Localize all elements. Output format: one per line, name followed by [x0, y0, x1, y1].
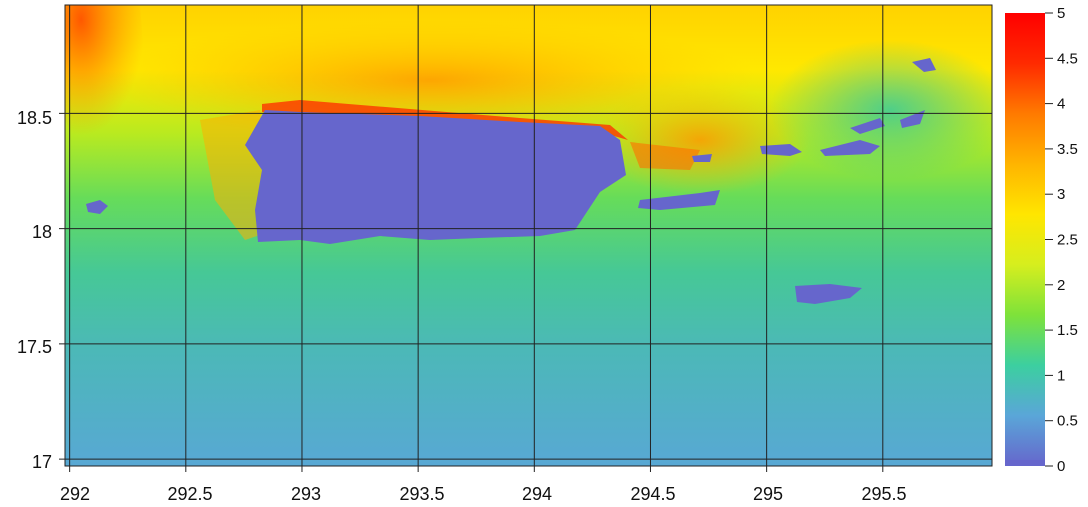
colorbar-label: 3.5 [1057, 141, 1078, 158]
map-frame-border [64, 4, 993, 467]
colorbar-label: 1.5 [1057, 322, 1078, 339]
y-tick-label: 18 [32, 222, 52, 242]
st-john-island [820, 140, 880, 156]
colorbar-label: 4.5 [1057, 50, 1078, 67]
x-tick-label: 294.5 [630, 484, 675, 504]
x-tick-label: 295.5 [861, 484, 906, 504]
land-masses [86, 58, 936, 304]
y-axis-ticks: 18.5 18 17.5 17 [17, 108, 52, 472]
mona-island [86, 200, 108, 214]
colorbar-ticks: 5 4.5 4 3.5 3 2.5 2 1.5 1 0.5 0 [1045, 5, 1078, 475]
anegada-island [912, 58, 936, 72]
colorbar-label: 3 [1057, 186, 1065, 203]
map-grid [59, 5, 992, 472]
x-tick-label: 295 [753, 484, 783, 504]
y-tick-label: 17 [32, 452, 52, 472]
colorbar-label: 0 [1057, 458, 1065, 475]
y-tick-label: 18.5 [17, 108, 52, 128]
st-croix-island [795, 284, 862, 304]
tortola-island [850, 118, 885, 134]
colorbar-label: 2 [1057, 277, 1065, 294]
vieques-island [638, 190, 720, 210]
bvi-east-island [900, 110, 925, 128]
colorbar-label: 4 [1057, 96, 1065, 113]
colorbar: 5 4.5 4 3.5 3 2.5 2 1.5 1 0.5 0 [1005, 5, 1078, 475]
x-tick-label: 292 [60, 484, 90, 504]
colorbar-label: 1 [1057, 367, 1065, 384]
colorbar-land-swatch [1005, 460, 1045, 466]
colorbar-label: 2.5 [1057, 232, 1078, 249]
puerto-rico-island [245, 110, 626, 244]
colorbar-bar [1005, 13, 1045, 466]
x-axis-ticks: 292 292.5 293 293.5 294 294.5 295 295.5 [60, 484, 907, 504]
colorbar-label: 0.5 [1057, 413, 1078, 430]
x-tick-label: 294 [522, 484, 552, 504]
st-thomas-island [760, 144, 802, 156]
colorbar-label: 5 [1057, 5, 1065, 22]
culebra-island [692, 154, 712, 162]
x-tick-label: 293 [291, 484, 321, 504]
y-tick-label: 17.5 [17, 337, 52, 357]
x-tick-label: 292.5 [167, 484, 212, 504]
x-tick-label: 293.5 [399, 484, 444, 504]
